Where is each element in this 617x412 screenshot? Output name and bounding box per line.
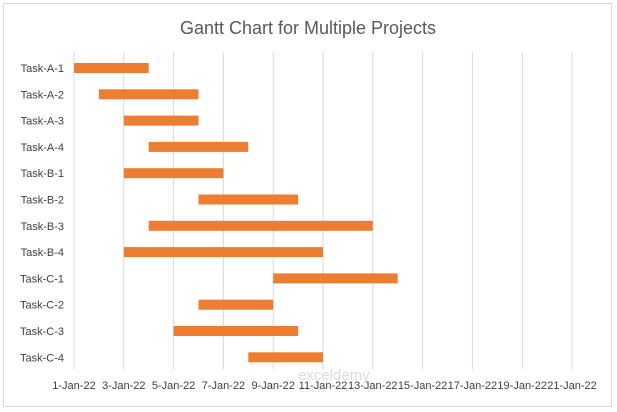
task-label: Task-B-3 bbox=[21, 221, 64, 233]
x-tick-label: 13-Jan-22 bbox=[348, 380, 398, 392]
task-bar bbox=[173, 326, 299, 336]
watermark-text: exceldemy bbox=[298, 367, 370, 384]
task-bar bbox=[74, 63, 149, 73]
task-bar bbox=[198, 299, 274, 310]
x-tick-label: 11-Jan-22 bbox=[299, 380, 348, 392]
task-label: Task-C-4 bbox=[20, 352, 64, 364]
x-axis-ticks: 1-Jan-22 3-Jan-22 5-Jan-22 7-Jan-22 9-Jan-22… bbox=[52, 380, 596, 392]
x-tick-label: 19-Jan-22 bbox=[497, 380, 547, 392]
x-tick-label: 15-Jan-22 bbox=[398, 380, 448, 392]
x-tick-label: 1-Jan-22 bbox=[52, 380, 95, 392]
task-label: Task-A-2 bbox=[21, 89, 64, 101]
gridlines bbox=[73, 52, 573, 370]
chart-title: Gantt Chart for Multiple Projects bbox=[180, 18, 436, 38]
task-bar bbox=[248, 352, 323, 363]
task-bar bbox=[273, 273, 398, 284]
x-tick-label: 21-Jan-22 bbox=[547, 380, 597, 392]
task-bar bbox=[148, 220, 373, 231]
task-label: Task-B-1 bbox=[21, 168, 64, 180]
task-label: Task-C-2 bbox=[20, 300, 64, 312]
task-label: Task-A-3 bbox=[21, 116, 64, 128]
task-labels: Task-A-1 Task-A-2 Task-A-3 Task-A-4 Task-B-1… bbox=[20, 63, 64, 364]
task-label: Task-B-4 bbox=[21, 247, 64, 259]
task-label: Task-C-1 bbox=[20, 273, 64, 285]
task-bar bbox=[198, 194, 299, 205]
task-bar bbox=[123, 168, 224, 179]
x-tick-label: 9-Jan-22 bbox=[251, 380, 294, 392]
task-bar bbox=[148, 141, 249, 152]
x-tick-label: 7-Jan-22 bbox=[202, 380, 245, 392]
x-tick-label: 3-Jan-22 bbox=[102, 380, 145, 392]
task-bars bbox=[74, 63, 398, 363]
x-tick-label: 17-Jan-22 bbox=[448, 380, 498, 392]
task-bar bbox=[98, 89, 199, 100]
watermark: exceldemy EXCEL · DATA · BI bbox=[298, 367, 376, 394]
task-bar bbox=[123, 115, 199, 126]
task-bar bbox=[123, 247, 323, 258]
x-tick-label: 5-Jan-22 bbox=[152, 380, 195, 392]
task-label: Task-C-3 bbox=[20, 326, 64, 338]
task-label: Task-A-4 bbox=[21, 142, 64, 154]
task-label: Task-A-1 bbox=[21, 63, 64, 75]
task-label: Task-B-2 bbox=[21, 195, 64, 207]
watermark-subtext: EXCEL · DATA · BI bbox=[300, 387, 376, 394]
